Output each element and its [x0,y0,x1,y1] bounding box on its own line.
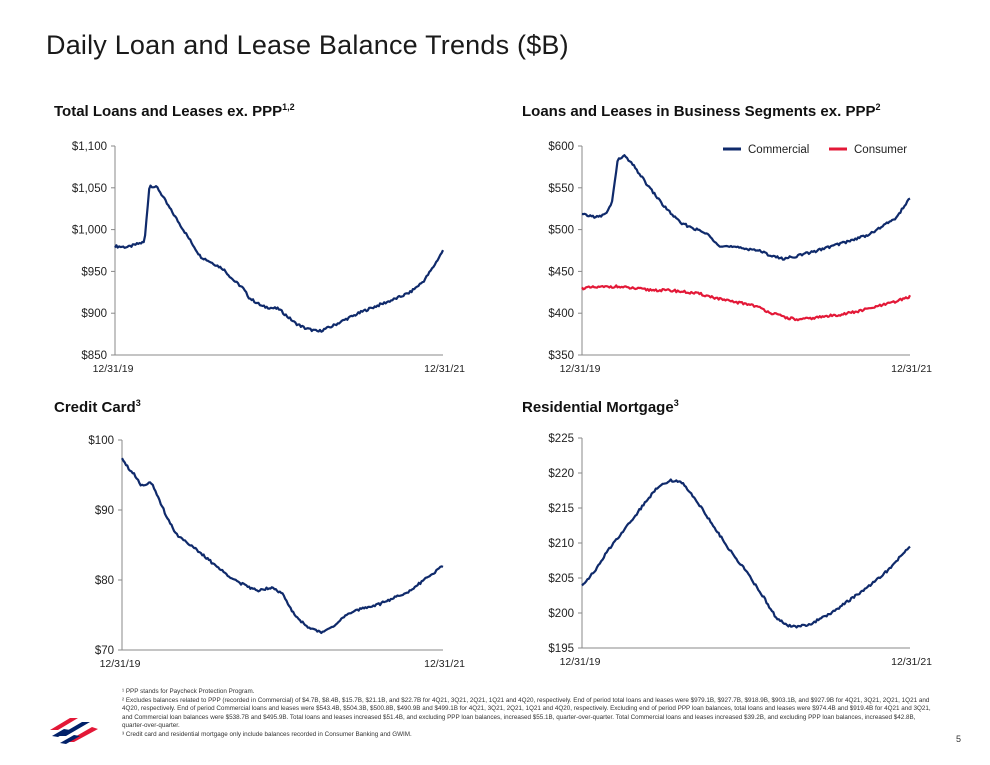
y-tick-label: $600 [548,141,574,153]
y-tick-label: $205 [548,573,574,585]
y-tick-label: $200 [548,608,574,620]
x-tick-label: 12/31/21 [891,656,932,668]
y-tick-label: $70 [95,645,114,657]
mortgage-title: Residential Mortgage3 [522,398,679,417]
legend-label-commercial: Commercial [748,144,809,156]
y-tick-label: $215 [548,503,574,515]
x-tick-label: 12/31/19 [560,656,601,668]
total-loans-title-text: Total Loans and Leases ex. PPP [54,103,283,120]
series-line [121,457,444,635]
y-tick-label: $450 [548,266,574,278]
series-line-commercial [581,154,911,261]
page-number: 5 [956,734,962,744]
x-tick-label: 12/31/21 [424,363,465,375]
y-tick-label: $1,000 [72,225,107,237]
legend-label-consumer: Consumer [854,144,907,156]
series-line [114,184,444,333]
y-tick-label: $950 [81,266,107,278]
footnote-3: ³ Credit card and residential mortgage o… [122,730,412,738]
page-title: Daily Loan and Lease Balance Trends ($B) [46,30,569,60]
y-tick-label: $220 [548,468,574,480]
logo-stripe-1 [50,718,78,730]
business-segments-footnote-ref: 2 [875,102,881,112]
x-tick-label: 12/31/19 [100,658,141,670]
total-loans-title: Total Loans and Leases ex. PPP1,2 [54,102,295,121]
y-tick-label: $90 [95,505,114,517]
mortgage-footnote-ref: 3 [673,398,679,408]
total-loans-footnote-ref: 1,2 [282,102,295,112]
y-tick-label: $195 [548,643,574,655]
business-segments-title-text: Loans and Leases in Business Segments ex… [522,103,876,120]
x-tick-label: 12/31/21 [891,363,932,375]
y-tick-label: $1,100 [72,141,107,153]
y-tick-label: $100 [88,435,114,447]
logo-stripe-5 [60,735,80,744]
y-tick-label: $500 [548,225,574,237]
footnotes: ¹ PPP stands for Paycheck Protection Pro… [122,688,932,740]
credit-card-title-text: Credit Card [54,399,136,416]
x-tick-label: 12/31/19 [93,363,134,375]
y-tick-label: $550 [548,183,574,195]
footnote-2: ² Excludes balances related to PPP (reco… [122,696,931,730]
y-tick-label: $900 [81,308,107,320]
y-tick-label: $225 [548,433,574,445]
y-tick-label: $210 [548,538,574,550]
logo-stripe-4 [52,729,70,737]
logo-stripe-2 [58,722,90,736]
y-tick-label: $850 [81,350,107,362]
series-line-consumer [581,284,911,322]
x-tick-label: 12/31/21 [424,658,465,670]
flag-icon [50,718,98,744]
y-tick-label: $350 [548,350,574,362]
y-tick-label: $1,050 [72,183,107,195]
series-line [581,478,911,629]
mortgage-title-text: Residential Mortgage [522,399,674,416]
logo-stripes [50,718,98,744]
footnote-1: ¹ PPP stands for Paycheck Protection Pro… [122,688,255,695]
business-segments-title: Loans and Leases in Business Segments ex… [522,102,881,121]
credit-card-footnote-ref: 3 [135,398,141,408]
y-tick-label: $400 [548,308,574,320]
credit-card-title: Credit Card3 [54,398,141,417]
x-tick-label: 12/31/19 [560,363,601,375]
y-tick-label: $80 [95,575,114,587]
